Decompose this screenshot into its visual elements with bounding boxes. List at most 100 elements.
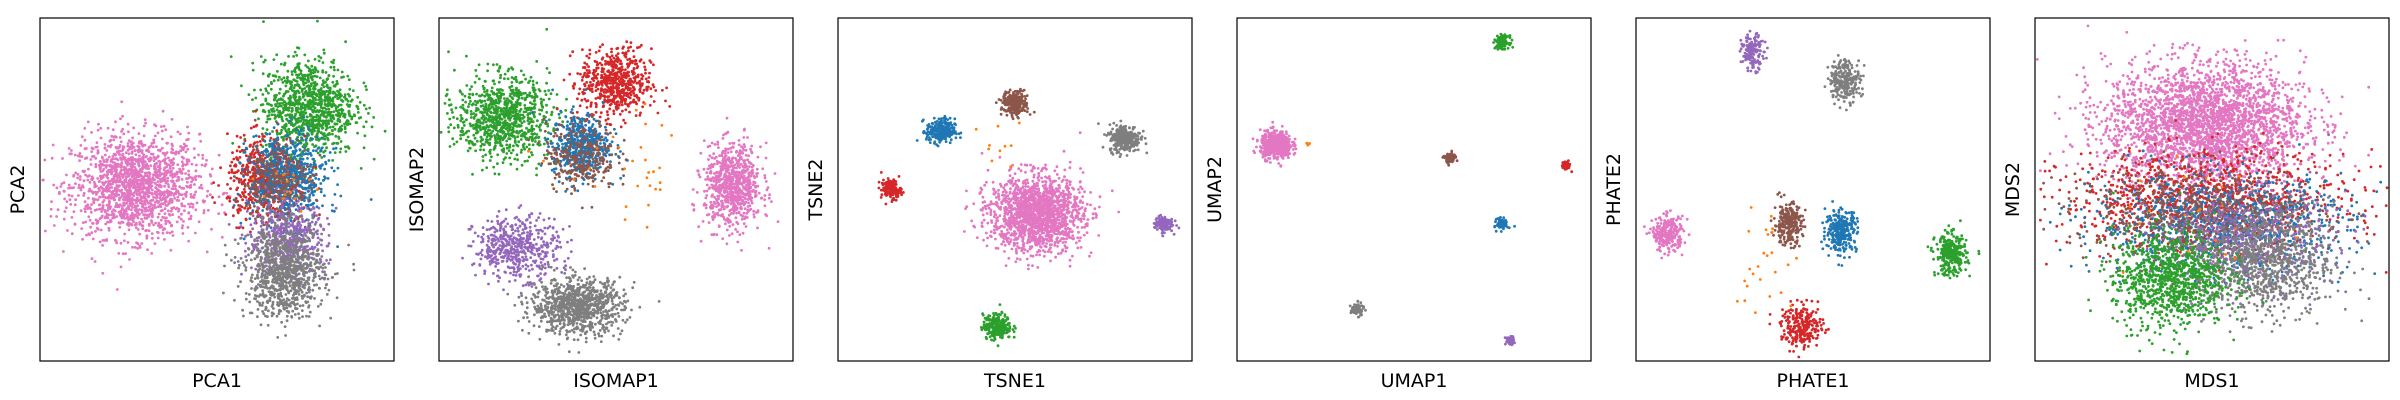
data-point [104, 196, 108, 200]
data-point [334, 146, 338, 150]
data-point [121, 127, 125, 131]
data-point [306, 236, 310, 240]
data-point [138, 244, 142, 248]
data-point [331, 116, 335, 119]
data-point [116, 173, 120, 177]
data-point [252, 125, 256, 129]
data-point [180, 160, 184, 164]
data-point [152, 178, 155, 181]
data-point [298, 153, 302, 157]
data-point [280, 222, 284, 226]
data-point [163, 207, 167, 211]
data-point [265, 132, 269, 136]
data-point [208, 193, 212, 197]
data-point [319, 94, 323, 98]
data-point [276, 70, 279, 73]
data-point [300, 136, 304, 140]
data-point [154, 196, 158, 200]
data-point [103, 173, 106, 177]
data-point [101, 239, 105, 242]
data-point [282, 145, 285, 149]
data-point [295, 183, 299, 187]
data-point [323, 194, 326, 198]
data-point [328, 86, 332, 90]
data-point [160, 192, 164, 196]
data-point [163, 179, 166, 183]
data-point [172, 184, 175, 188]
data-point [107, 194, 111, 198]
data-point [162, 197, 165, 201]
data-point [116, 150, 119, 154]
data-point [93, 185, 97, 189]
data-point [302, 116, 306, 119]
data-point [128, 179, 131, 183]
data-point [336, 89, 339, 93]
data-point [101, 175, 105, 179]
data-point [103, 209, 107, 212]
data-point [326, 177, 330, 180]
data-point [139, 195, 143, 199]
data-point [284, 84, 288, 88]
data-point [138, 191, 142, 195]
data-point [124, 252, 128, 256]
data-point [202, 209, 206, 212]
data-point [288, 96, 292, 100]
data-point [88, 187, 92, 191]
data-point [236, 192, 240, 196]
data-point [334, 206, 338, 210]
data-point [150, 215, 154, 219]
data-point [278, 75, 281, 79]
data-point [84, 220, 88, 224]
data-point [230, 168, 234, 172]
data-point [269, 136, 273, 140]
data-point [315, 135, 319, 139]
data-point [225, 253, 228, 257]
data-point [271, 196, 275, 200]
data-point [250, 168, 254, 172]
data-point [322, 85, 326, 89]
data-point [138, 140, 141, 144]
data-point [131, 245, 134, 249]
data-point [150, 188, 154, 192]
data-point [258, 140, 262, 143]
data-point [292, 188, 296, 191]
data-point [91, 147, 95, 151]
data-point [110, 134, 114, 138]
data-point [340, 124, 344, 128]
data-point [339, 140, 343, 143]
data-point [283, 63, 286, 67]
data-point [109, 218, 112, 222]
data-point [100, 155, 104, 159]
data-point [191, 203, 195, 206]
data-point [180, 226, 184, 230]
data-point [327, 107, 331, 111]
data-point [248, 203, 252, 207]
data-point [112, 135, 116, 139]
data-point [93, 198, 97, 201]
data-point [162, 192, 166, 196]
data-point [143, 118, 147, 122]
data-point [251, 227, 255, 231]
data-point [339, 127, 343, 131]
data-point [197, 153, 200, 157]
data-point [217, 153, 221, 157]
data-point [252, 172, 255, 176]
data-point [233, 256, 237, 259]
data-point [90, 175, 94, 179]
data-point [316, 146, 320, 150]
data-point [190, 180, 193, 184]
data-point [332, 74, 335, 78]
data-point [275, 108, 279, 112]
data-point [269, 142, 272, 146]
data-point [154, 124, 158, 128]
data-point [319, 182, 323, 185]
data-point [136, 211, 140, 215]
data-point [306, 252, 310, 256]
data-point [199, 183, 203, 187]
data-point [302, 122, 306, 126]
data-point [259, 224, 263, 228]
data-point [107, 188, 111, 191]
data-point [107, 155, 111, 159]
data-point [318, 76, 322, 80]
data-point [238, 207, 241, 211]
